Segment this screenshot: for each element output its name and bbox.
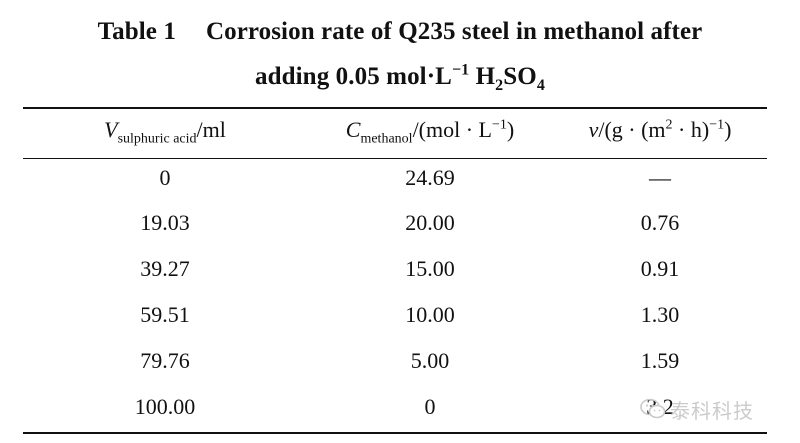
formula-so: SO <box>503 63 537 90</box>
header-rate: v/(g · (m2 · h)−1) <box>550 117 770 143</box>
cell-volume: 59.51 <box>140 302 190 327</box>
cell-volume: 79.76 <box>140 348 190 373</box>
cell-concentration: 24.69 <box>405 165 455 190</box>
table-top-rule <box>23 107 767 109</box>
cell-volume: 100.00 <box>134 394 196 419</box>
header-volume-subscript: sulphuric acid <box>117 131 197 147</box>
cell-concentration: 10.00 <box>405 302 455 327</box>
wechat-icon <box>640 398 666 419</box>
header-rate-exponent-2: 2 <box>665 117 673 133</box>
header-concentration-unit-end: ) <box>506 117 515 142</box>
formula-h: H <box>475 63 496 90</box>
header-volume-unit: /ml <box>196 117 226 142</box>
cell-concentration: 5.00 <box>410 348 450 373</box>
title-prefix: adding 0.05 mol <box>255 63 427 90</box>
title-unit-exponent: −1 <box>451 61 470 79</box>
table-caption-line-2: adding 0.05 mol·L−1 H2SO4 <box>0 61 800 94</box>
header-concentration: Cmethanol/(mol · L−1) <box>320 117 540 147</box>
header-concentration-subscript: methanol <box>360 131 413 147</box>
cell-concentration: 15.00 <box>405 256 455 281</box>
table-caption-line-1: Table 1 Corrosion rate of Q235 steel in m… <box>0 17 800 47</box>
formula-h-sub: 2 <box>495 77 504 94</box>
watermark-text: 泰科科技 <box>670 398 754 423</box>
cell-rate: 1.30 <box>640 302 680 327</box>
cell-rate: 0.76 <box>640 210 680 235</box>
title-dot: · <box>426 63 436 90</box>
header-rate-symbol: v <box>588 117 599 142</box>
table-label: Table 1 <box>97 18 176 45</box>
cell-rate: 0.91 <box>640 256 680 281</box>
header-concentration-symbol: C <box>345 117 361 142</box>
watermark: 泰科科技 <box>640 394 754 424</box>
formula-so-sub: 4 <box>536 77 545 94</box>
cell-rate: — <box>649 165 671 190</box>
header-volume-symbol: V <box>104 117 118 142</box>
table-header-rule <box>23 158 767 159</box>
cell-rate: 1.59 <box>640 348 680 373</box>
header-rate-unit-end: ) <box>724 117 732 142</box>
table-bottom-rule <box>23 432 767 434</box>
cell-volume: 39.27 <box>140 256 190 281</box>
cell-concentration: 0 <box>424 394 436 419</box>
cell-volume: 0 <box>159 165 171 190</box>
cell-concentration: 20.00 <box>405 210 455 235</box>
header-volume: Vsulphuric acid/ml <box>55 117 275 147</box>
header-concentration-exponent: −1 <box>492 117 507 133</box>
header-rate-unit: /(g · (m <box>598 117 666 142</box>
title-unit: L <box>435 63 452 90</box>
table-title-line-1: Corrosion rate of Q235 steel in methanol… <box>205 18 703 45</box>
header-rate-exponent: −1 <box>709 117 725 133</box>
cell-volume: 19.03 <box>140 210 190 235</box>
header-concentration-unit: /(mol · L <box>412 117 492 142</box>
header-rate-unit-mid: · h) <box>672 117 710 142</box>
